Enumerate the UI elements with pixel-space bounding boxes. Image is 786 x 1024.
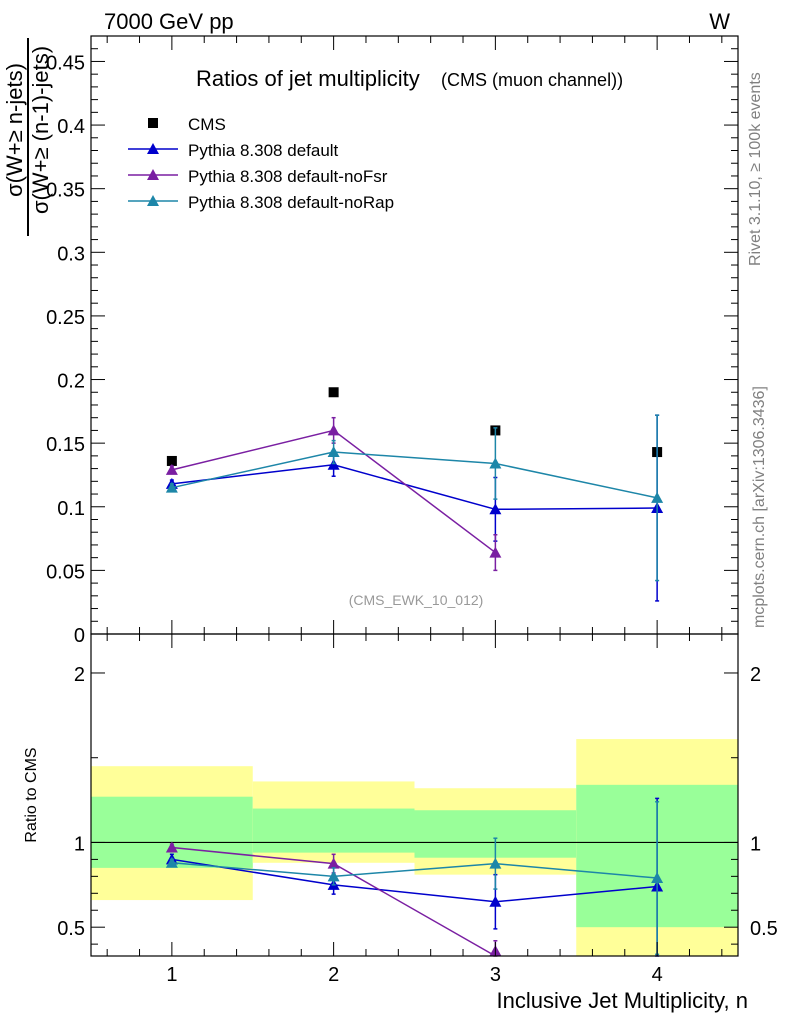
pythia-8-308-default-point-2 (327, 458, 340, 470)
pythia-8-308-default-norap-ratio-point-1 (165, 856, 178, 868)
cms-point-1 (166, 455, 177, 466)
green-band-2 (252, 808, 415, 853)
ratio-y-ticks: 0.5 0.5 1 1 2 2 (57, 664, 778, 945)
ratio-y-tick-label-left: 1 (74, 833, 85, 855)
legend: CMS Pythia 8.308 default Pythia 8.308 defa… (128, 115, 394, 212)
main-y-axis-label: σ(W+≥ n-jets) σ(W+≥ (n-1)-jets) (2, 38, 53, 236)
ratio-y-tick-label-left: 2 (74, 664, 85, 686)
legend-marker-pythia-8-308-default-nofsr (147, 169, 159, 180)
legend-label-pythia-8-308-default: Pythia 8.308 default (188, 141, 339, 160)
main-y-tick-label: 0.2 (57, 371, 85, 393)
pythia-8-308-default-norap-point-1 (165, 481, 178, 493)
energy-label: 7000 GeV pp (104, 9, 234, 34)
legend-label-pythia-8-308-default-nofsr: Pythia 8.308 default-noFsr (188, 167, 388, 186)
legend-label-cms: CMS (188, 115, 226, 134)
pythia-8-308-default-norap-point-3 (489, 457, 502, 469)
uncertainty-bands (91, 739, 738, 956)
main-y-tick-label: 0.15 (46, 434, 85, 456)
pythia-8-308-default-nofsr-ratio-point-1 (165, 841, 178, 853)
ratio-y-tick-label-left: 0.5 (57, 918, 85, 940)
rivet-version-label: Rivet 3.1.10, ≥ 100k events (747, 72, 764, 266)
main-y-tick-label: 0.3 (57, 243, 85, 265)
main-series (165, 387, 664, 602)
x-tick-label: 1 (166, 964, 177, 986)
x-tick-label: 2 (328, 964, 339, 986)
ratio-y-tick-label-right: 0.5 (750, 918, 778, 940)
ratio-series (165, 797, 664, 957)
legend-marker-pythia-8-308-default (147, 143, 159, 154)
pythia-8-308-default-ratio-point-3 (489, 895, 502, 907)
main-y-tick-label: 0.4 (57, 116, 85, 138)
pythia-8-308-default-norap-point-4 (651, 491, 664, 503)
pythia-8-308-default-norap-ratio-point-4 (651, 872, 664, 884)
process-label: W (709, 9, 730, 34)
analysis-tag: (CMS_EWK_10_012) (349, 592, 484, 608)
main-y-tick-label: 0.25 (46, 307, 85, 329)
y-label-numerator: σ(W+≥ n-jets) (2, 63, 27, 197)
ratio-y-tick-label-right: 1 (750, 833, 761, 855)
x-tick-label: 3 (490, 964, 501, 986)
pythia-8-308-default-line (171, 464, 658, 511)
pythia-8-308-default-nofsr-point-1 (165, 463, 178, 475)
chart-subtitle: (CMS (muon channel)) (441, 70, 623, 90)
ratio-y-axis-label: Ratio to CMS (23, 747, 40, 842)
cms-point-2 (328, 387, 339, 398)
ratio-plot-frame (90, 633, 739, 957)
pythia-8-308-default-norap-line (171, 451, 658, 499)
pythia-8-308-default-norap-ratio-point-3 (489, 857, 502, 869)
main-y-tick-label: 0.45 (46, 52, 85, 74)
y-label-denominator: σ(W+≥ (n-1)-jets) (28, 46, 53, 214)
pythia-8-308-default-nofsr-ratio-point-2 (327, 857, 340, 869)
x-tick-label: 4 (652, 964, 663, 986)
pythia-8-308-default-nofsr-point-2 (327, 424, 340, 436)
legend-marker-cms (148, 118, 158, 128)
chart-title: Ratios of jet multiplicity (196, 66, 420, 91)
x-ticks: 1 2 3 4 (106, 36, 723, 986)
main-y-tick-label: 0.35 (46, 180, 85, 202)
ratio-y-tick-label-right: 2 (750, 664, 761, 686)
main-y-tick-label: 0.05 (46, 561, 85, 583)
pythia-8-308-default-ratio-line (171, 858, 658, 903)
main-y-tick-label: 0.1 (57, 498, 85, 520)
pythia-8-308-default-point-3 (489, 503, 502, 515)
pythia-8-308-default-norap-point-2 (327, 446, 340, 458)
legend-label-pythia-8-308-default-norap: Pythia 8.308 default-noRap (188, 193, 394, 212)
x-axis-label: Inclusive Jet Multiplicity, n (497, 988, 748, 1013)
pythia-8-308-default-nofsr-point-3 (489, 546, 502, 558)
main-y-ticks: 0 0.05 0.1 0.15 0.2 0.25 0.3 0.35 0.4 0.45 (46, 35, 738, 647)
legend-marker-pythia-8-308-default-norap (147, 195, 159, 206)
pythia-8-308-default-norap-ratio-point-2 (327, 870, 340, 882)
pythia-8-308-default-norap-ratio-line (171, 862, 658, 879)
main-y-tick-label: 0 (74, 625, 85, 647)
ratio-frame (90, 633, 739, 957)
mcplots-source-label: mcplots.cern.ch [arXiv:1306.3436] (751, 386, 768, 628)
